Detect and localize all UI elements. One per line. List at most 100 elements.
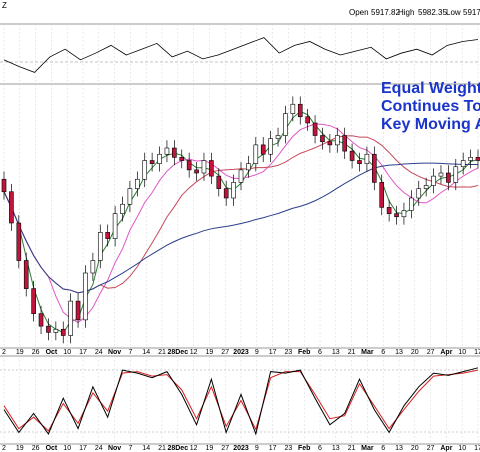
x-tick-label: Apr (440, 445, 452, 452)
candle (297, 103, 303, 118)
candle (446, 172, 451, 183)
candle (201, 160, 207, 174)
x-tick-label: 13 (395, 349, 403, 356)
candle (9, 191, 14, 224)
candle (194, 169, 199, 174)
candle (253, 144, 259, 164)
candle (142, 160, 148, 180)
x-tick-label: 6 (318, 445, 322, 452)
candle (216, 175, 222, 189)
open-value: 5917.82 (371, 8, 400, 17)
candle (16, 222, 22, 261)
x-tick-label: 19 (16, 349, 24, 356)
low-label: Low (446, 8, 461, 17)
high-value: 5982.35 (418, 8, 447, 17)
candle (372, 153, 377, 183)
candle (135, 178, 140, 189)
candle (268, 138, 273, 155)
candle (179, 157, 185, 161)
candle (349, 150, 355, 161)
x-tick-label: 24 (95, 445, 103, 452)
annotation-line-2: Continues To (381, 98, 480, 115)
candle (164, 147, 170, 155)
x-tick-label: 23 (285, 349, 293, 356)
x-tick-label: 2023 (233, 349, 249, 356)
x-tick-label: 10 (63, 445, 71, 452)
x-tick-label: 17 (474, 445, 480, 452)
candle (364, 153, 370, 164)
candle (386, 207, 392, 214)
candle (423, 185, 429, 189)
candle (97, 232, 103, 261)
x-tick-label: 28Dec (167, 349, 188, 356)
x-tick-label: 23 (285, 445, 293, 452)
low-value: 5917.8 (463, 8, 480, 17)
x-tick-label: 6 (318, 349, 322, 356)
x-tick-label: 6 (381, 349, 385, 356)
x-axis-labels: 2 19 26 Oct 10 17 24 Nov 7 14 21 28Dec 12 19 27 2023 9 17… (2, 349, 480, 356)
candle (438, 172, 444, 177)
x-tick-label: 2 (2, 349, 6, 356)
x-tick-label: 6 (381, 445, 385, 452)
candle (83, 272, 88, 321)
x-tick-label: 19 (206, 445, 214, 452)
x-tick-label: 27 (427, 445, 435, 452)
candle (379, 182, 385, 208)
candle (90, 260, 96, 274)
sma-200-line (3, 162, 478, 294)
x-tick-label: 7 (128, 445, 132, 452)
candle (238, 169, 244, 183)
candle (357, 160, 362, 164)
x-tick-label: 21 (158, 349, 166, 356)
x-tick-label: 17 (79, 349, 87, 356)
x-tick-label: 21 (348, 349, 356, 356)
candle (53, 328, 59, 333)
candle (409, 197, 414, 211)
stoch-d-line (3, 369, 479, 432)
candle (38, 313, 44, 327)
candle (75, 300, 81, 321)
x-tick-label: 27 (221, 349, 229, 356)
candle (283, 113, 288, 136)
x-tick-label: 20 (411, 445, 419, 452)
candle (416, 188, 422, 199)
open-label: Open (349, 8, 369, 17)
x-tick-label: Feb (298, 349, 310, 356)
candle (312, 122, 318, 136)
candle (60, 328, 66, 336)
x-tick-label: 2023 (233, 445, 249, 452)
candle (105, 232, 110, 239)
candle (475, 157, 480, 161)
x-tick-label: Oct (46, 349, 58, 356)
vertical-gridlines (3, 24, 479, 444)
x-axis-labels-bottom: 2 19 26 Oct 10 17 24 Nov 7 14 21 28Dec 12 19 27 2023 9 17… (2, 445, 480, 452)
candle (460, 160, 466, 168)
x-tick-label: Apr (440, 349, 452, 356)
x-tick-label: 9 (255, 445, 259, 452)
x-tick-label: 27 (221, 445, 229, 452)
stoch-k-line (3, 367, 479, 436)
x-tick-label: 10 (458, 445, 466, 452)
annotation-line-1: Equal Weighte (381, 80, 480, 97)
candle (31, 288, 36, 314)
x-tick-label: 20 (411, 349, 419, 356)
x-tick-label: 14 (142, 349, 150, 356)
candle (120, 203, 125, 214)
candle (327, 141, 333, 146)
x-tick-label: 26 (32, 445, 40, 452)
x-tick-label: 12 (190, 349, 198, 356)
corner-mark: Z (2, 1, 7, 10)
x-tick-label: 2 (2, 445, 6, 452)
x-tick-label: Mar (361, 349, 374, 356)
candle (275, 135, 281, 139)
x-tick-label: 17 (269, 445, 277, 452)
candle (112, 213, 118, 239)
x-tick-label: 12 (190, 445, 198, 452)
candle (149, 160, 155, 164)
price-candles (1, 96, 480, 344)
candle (394, 213, 399, 218)
top-indicator-line (3, 37, 479, 73)
high-label: High (398, 8, 415, 17)
candle (23, 260, 29, 289)
x-tick-label: 13 (332, 445, 340, 452)
